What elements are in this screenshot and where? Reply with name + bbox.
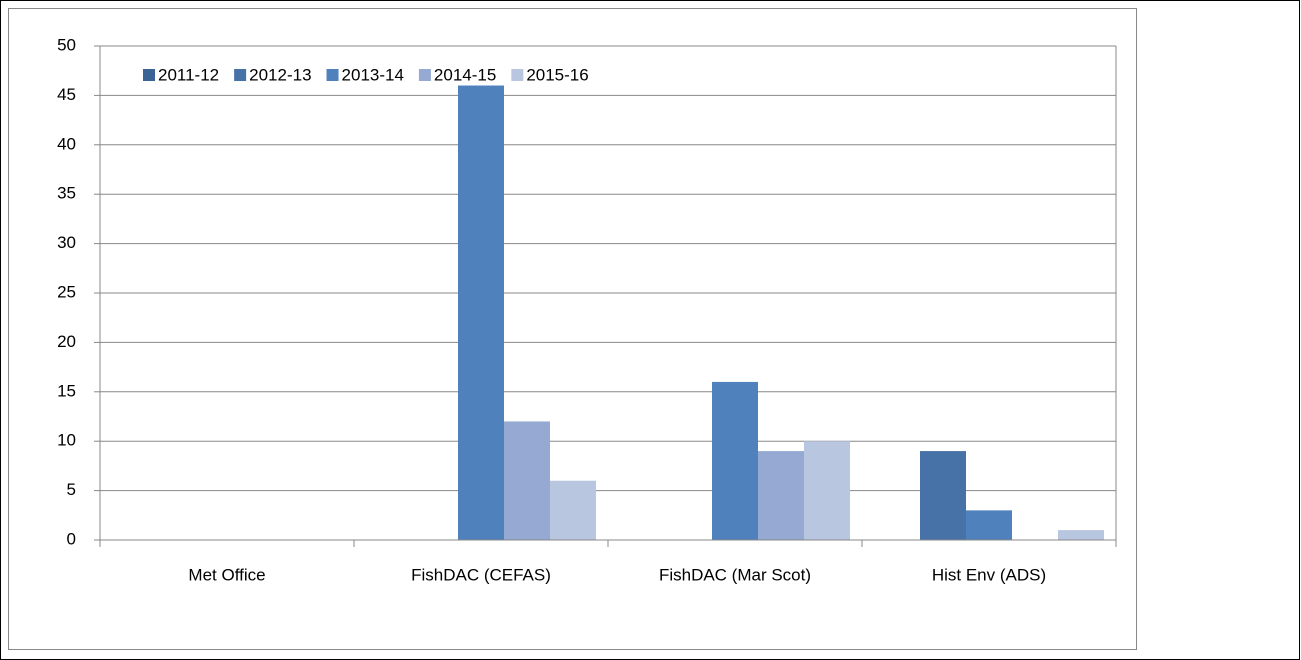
y-tick-label: 0 [67, 529, 76, 548]
y-tick-label: 20 [57, 332, 76, 351]
bar [1058, 530, 1104, 540]
legend-label: 2013-14 [342, 65, 404, 84]
bar [804, 441, 850, 540]
bar [550, 480, 596, 540]
y-tick-label: 5 [67, 480, 76, 499]
x-tick-label: Met Office [188, 565, 265, 584]
bar [458, 85, 504, 541]
bar [712, 381, 758, 540]
bar [966, 510, 1012, 540]
legend-label: 2015-16 [526, 65, 588, 84]
legend-swatch [326, 69, 339, 81]
legend-swatch [418, 69, 431, 81]
legend-swatch [511, 69, 524, 81]
bar [504, 421, 550, 540]
y-tick-label: 25 [57, 282, 76, 301]
legend-label: 2012-13 [249, 65, 311, 84]
y-tick-label: 10 [57, 431, 76, 450]
y-tick-label: 40 [57, 134, 76, 153]
y-tick-label: 15 [57, 381, 76, 400]
y-tick-label: 30 [57, 233, 76, 252]
legend-swatch [143, 69, 155, 81]
y-tick-label: 50 [57, 35, 76, 54]
bar [758, 451, 804, 540]
y-tick-label: 45 [57, 85, 76, 104]
legend-swatch [234, 69, 247, 81]
x-tick-label: FishDAC (Mar Scot) [659, 565, 811, 584]
chart-border [8, 8, 1137, 650]
bar [920, 451, 966, 540]
legend-label: 2014-15 [434, 65, 496, 84]
x-tick-label: Hist Env (ADS) [932, 565, 1046, 584]
y-tick-label: 35 [57, 184, 76, 203]
x-tick-label: FishDAC (CEFAS) [411, 565, 551, 584]
legend-label: 2011-12 [158, 65, 219, 84]
